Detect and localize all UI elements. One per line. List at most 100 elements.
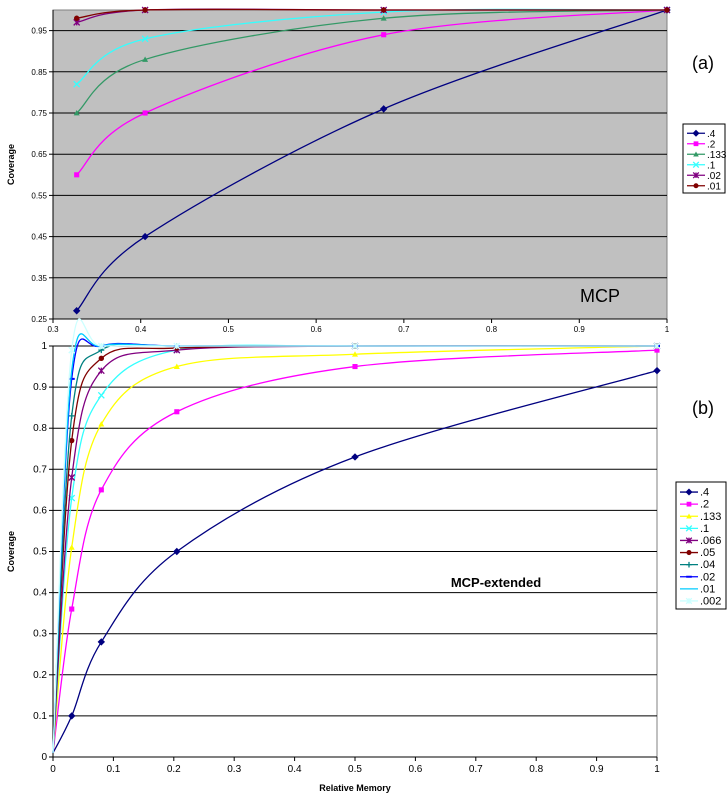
legend-swatch-marker <box>686 501 692 507</box>
series-line <box>76 8 667 19</box>
x-tick-label: 0.2 <box>167 764 181 775</box>
y-tick-label: 0.25 <box>31 315 47 324</box>
data-point <box>653 366 661 375</box>
plot-area <box>52 9 668 320</box>
y-tick-label: 0.55 <box>31 191 47 200</box>
x-axis-label: Relative Memory <box>319 783 391 793</box>
data-point <box>654 347 660 353</box>
legend-entry: .01 <box>707 181 721 192</box>
data-point <box>142 56 149 62</box>
panel-label: (a) <box>692 53 714 73</box>
y-tick-label: 0.35 <box>31 274 47 283</box>
data-point <box>68 346 76 354</box>
legend-swatch-marker <box>692 129 700 137</box>
data-point <box>141 232 149 241</box>
x-tick-label: 0.3 <box>47 325 59 334</box>
y-tick-label: 0.1 <box>33 711 47 722</box>
data-point <box>98 421 105 427</box>
legend-entry: .133 <box>707 150 727 161</box>
data-point <box>74 172 80 178</box>
legend-entry: .02 <box>700 571 715 583</box>
y-tick-label: 0.9 <box>33 382 47 393</box>
x-tick-label: 0.4 <box>288 764 302 775</box>
series-line <box>52 349 658 753</box>
data-point <box>351 453 359 461</box>
panel-label: (b) <box>692 398 714 418</box>
y-axis-label: Coverage <box>6 531 16 572</box>
data-point <box>97 391 105 399</box>
y-tick-label: 0.8 <box>33 423 47 434</box>
data-point <box>73 80 81 88</box>
chart-mcp-extended: 00.10.20.30.40.50.60.70.80.910 0.1 0.2 0.3 0… <box>6 318 727 793</box>
x-tick-label: 0.8 <box>486 325 498 334</box>
x-tick-label: 0.7 <box>398 325 410 334</box>
legend-entry: .002 <box>700 595 721 607</box>
legend-entry: .066 <box>700 535 721 547</box>
y-tick-label: 0.4 <box>33 588 47 599</box>
data-point <box>98 355 105 362</box>
legend-entry: .4 <box>707 129 716 140</box>
y-tick-label: 0.65 <box>31 150 47 159</box>
data-point <box>142 7 148 13</box>
series-line <box>52 318 657 753</box>
series-line <box>52 345 658 753</box>
legend: .4.2.133.1.02.01 <box>682 123 727 194</box>
data-point <box>68 412 75 419</box>
data-point <box>68 712 76 720</box>
data-point <box>352 364 358 370</box>
data-point <box>380 15 387 21</box>
data-point <box>68 474 76 481</box>
data-point <box>379 105 388 113</box>
x-tick-label: 1 <box>654 764 660 775</box>
x-tick-label: 0.9 <box>574 325 586 334</box>
data-point <box>98 487 104 493</box>
legend-swatch-marker <box>685 525 693 532</box>
data-point <box>73 110 80 116</box>
data-point <box>380 7 387 13</box>
y-axis-label: Coverage <box>6 144 16 185</box>
data-point <box>653 342 661 350</box>
annotation: MCP-extended <box>451 575 541 590</box>
series-p4 <box>52 366 661 754</box>
series-line <box>76 9 668 312</box>
legend-swatch-marker <box>692 161 700 169</box>
data-point <box>97 367 105 375</box>
data-point <box>97 638 106 646</box>
data-point <box>173 342 181 350</box>
x-tick-label: 0.7 <box>469 764 483 775</box>
x-tick-label: 0.8 <box>529 764 543 775</box>
x-tick-label: 0.9 <box>590 764 604 775</box>
y-tick-label: 0.3 <box>33 629 47 640</box>
data-point <box>142 110 148 116</box>
x-tick-label: 0.6 <box>408 764 422 775</box>
legend-entry: .1 <box>707 160 716 171</box>
x-tick-label: 0.6 <box>311 325 323 334</box>
legend-entry: .05 <box>700 547 715 559</box>
y-tick-label: 0.5 <box>33 547 47 558</box>
legend-entry: .133 <box>700 511 721 523</box>
y-tick-label: 0.45 <box>31 233 47 242</box>
data-point <box>141 35 149 43</box>
y-tick-label: 0.6 <box>33 505 47 516</box>
data-point <box>69 606 75 612</box>
legend-swatch-marker <box>685 488 693 496</box>
data-point <box>174 409 180 415</box>
series-p002 <box>52 318 661 753</box>
legend-entry: .4 <box>700 487 709 499</box>
x-tick-label: 0.5 <box>223 325 235 334</box>
y-tick-label: 0.7 <box>33 464 47 475</box>
data-point <box>73 15 80 21</box>
legend-entry: .1 <box>700 523 709 535</box>
legend-swatch-marker <box>685 537 693 544</box>
x-tick-label: 0.5 <box>348 764 362 775</box>
data-point <box>173 363 180 369</box>
legend-swatch-marker <box>693 141 699 147</box>
legend-entry: .04 <box>700 559 715 571</box>
x-tick-label: 0.3 <box>227 764 241 775</box>
annotation: MCP <box>580 286 620 306</box>
legend-swatch-marker <box>685 597 693 605</box>
series-line <box>76 9 668 114</box>
data-point <box>72 307 81 315</box>
legend: .4.2.133.1.066.05.04.02.01.002 <box>675 481 727 610</box>
